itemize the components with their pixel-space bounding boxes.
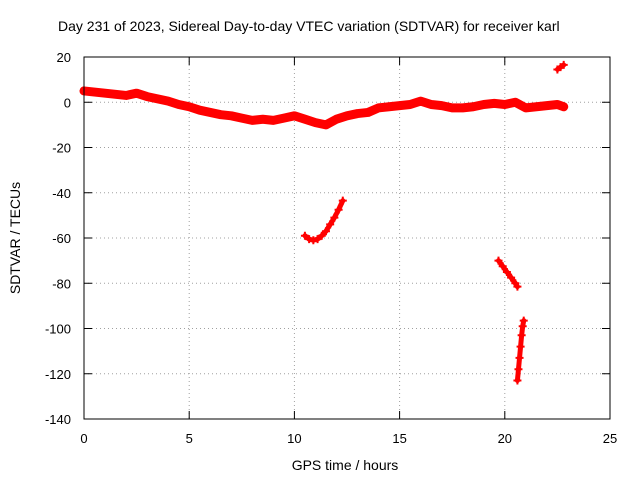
series-segment-c — [513, 316, 528, 385]
series-trace — [302, 198, 346, 243]
series-segment-a — [300, 196, 347, 245]
data-point-marker — [502, 267, 511, 276]
chart-title: Day 231 of 2023, Sidereal Day-to-day VTE… — [58, 18, 560, 34]
data-point-marker — [516, 342, 525, 351]
data-point-marker — [559, 102, 568, 111]
data-point-marker — [374, 103, 383, 112]
axis-ticks: 20 0 -20 -40 -60 -80 -100 -120 -140 0 5 10 15 20 25 — [45, 50, 617, 446]
data-point-marker — [143, 92, 152, 101]
data-point-marker — [153, 94, 162, 103]
data-point-marker — [237, 114, 246, 123]
x-tick-label: 10 — [287, 431, 301, 446]
data-point-marker — [248, 116, 257, 125]
data-point-marker — [395, 101, 404, 110]
data-point-marker — [122, 91, 131, 100]
data-point-marker — [185, 102, 194, 111]
data-point-marker — [427, 100, 436, 109]
data-point-marker — [416, 97, 425, 106]
data-point-marker — [515, 353, 524, 362]
data-point-marker — [132, 89, 141, 98]
data-point-marker — [195, 106, 204, 115]
data-point-marker — [309, 236, 318, 245]
data-point-marker — [311, 118, 320, 127]
y-tick-label: 0 — [64, 95, 71, 110]
y-axis-title: SDTVAR / TECUs — [7, 182, 23, 294]
data-point-marker — [513, 376, 522, 385]
data-point-marker — [321, 227, 330, 236]
data-point-marker — [406, 100, 415, 109]
data-point-marker — [437, 101, 446, 110]
data-point-marker — [458, 103, 467, 112]
data-point-marker — [519, 316, 528, 325]
data-point-marker — [559, 60, 568, 69]
data-point-marker — [300, 115, 309, 124]
data-point-marker — [448, 103, 457, 112]
series-trace — [79, 86, 569, 130]
data-point-marker — [330, 213, 339, 222]
data-point-marker — [216, 110, 225, 119]
x-tick-label: 20 — [498, 431, 512, 446]
data-point-marker — [290, 111, 299, 120]
data-point-marker — [326, 220, 335, 229]
series-main — [79, 86, 569, 130]
data-point-marker — [305, 235, 314, 244]
data-point-marker — [542, 101, 551, 110]
data-point-marker — [490, 99, 499, 108]
data-point-marker — [532, 102, 541, 111]
data-point-marker — [479, 100, 488, 109]
y-tick-label: -120 — [45, 367, 71, 382]
data-point-marker — [334, 205, 343, 214]
y-tick-label: -140 — [45, 412, 71, 427]
data-point-marker — [511, 98, 520, 107]
series-segment-d — [553, 60, 568, 74]
x-tick-label: 5 — [186, 431, 193, 446]
data-points — [79, 60, 569, 385]
data-point-marker — [500, 100, 509, 109]
data-point-marker — [269, 116, 278, 125]
series-segment-b — [494, 256, 522, 291]
data-point-marker — [332, 115, 341, 124]
x-tick-label: 0 — [80, 431, 87, 446]
data-point-marker — [111, 90, 120, 99]
x-tick-label: 15 — [392, 431, 406, 446]
data-point-marker — [494, 256, 503, 265]
data-point-marker — [300, 231, 309, 240]
x-axis-title: GPS time / hours — [292, 457, 399, 473]
data-point-marker — [514, 365, 523, 374]
data-point-marker — [321, 120, 330, 129]
data-point-marker — [517, 331, 526, 340]
y-tick-label: -40 — [52, 186, 71, 201]
data-point-marker — [90, 88, 99, 97]
data-point-marker — [513, 282, 522, 291]
data-point-marker — [343, 111, 351, 120]
data-point-marker — [338, 196, 347, 205]
data-point-marker — [279, 114, 288, 123]
data-point-marker — [313, 235, 322, 244]
data-point-marker — [498, 262, 507, 271]
y-tick-label: -80 — [52, 276, 71, 291]
data-point-marker — [206, 108, 215, 117]
data-point-marker — [507, 273, 516, 282]
data-point-marker — [553, 100, 562, 109]
data-point-marker — [258, 115, 267, 124]
data-point-marker — [317, 231, 326, 240]
data-point-marker — [385, 102, 394, 111]
y-tick-label: 20 — [57, 50, 71, 65]
data-point-marker — [518, 322, 527, 331]
y-tick-label: -20 — [52, 141, 71, 156]
data-point-marker — [469, 102, 478, 111]
data-point-marker — [521, 103, 530, 112]
y-tick-label: -60 — [52, 231, 71, 246]
data-point-marker — [101, 89, 110, 98]
data-point-marker — [353, 109, 362, 118]
data-point-marker — [174, 100, 183, 109]
data-point-marker — [164, 97, 173, 106]
data-point-marker — [364, 108, 373, 117]
data-point-marker — [227, 111, 236, 120]
y-tick-label: -100 — [45, 322, 71, 337]
x-tick-label: 25 — [603, 431, 617, 446]
